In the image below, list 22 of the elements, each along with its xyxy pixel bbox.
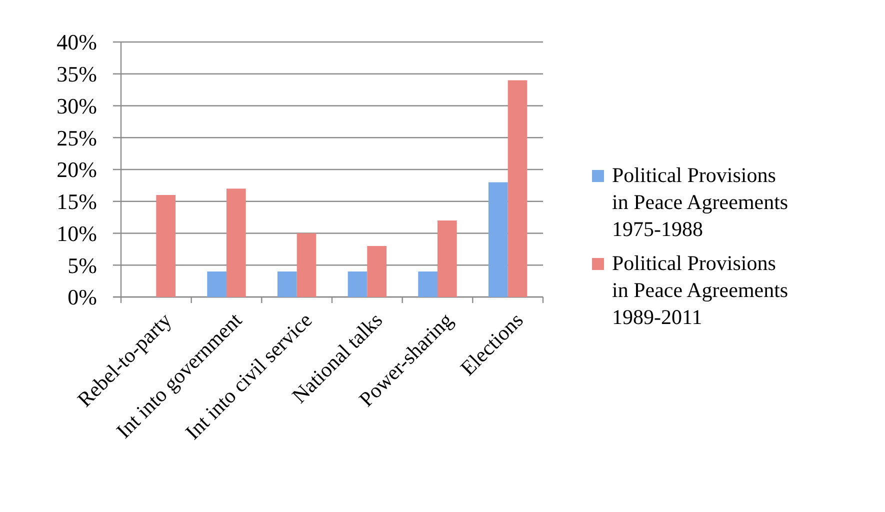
y-tick-label: 10% <box>56 220 97 246</box>
bar <box>296 233 316 297</box>
bar <box>226 188 246 297</box>
y-tick-label: 30% <box>56 93 97 118</box>
bar <box>438 220 457 297</box>
bar <box>367 246 387 297</box>
y-tick-label: 20% <box>56 157 97 182</box>
y-tick-label: 5% <box>68 252 97 278</box>
bar <box>207 272 226 297</box>
bar <box>156 195 176 297</box>
bar <box>348 272 368 297</box>
bar <box>508 80 528 297</box>
y-tick-label: 25% <box>56 125 97 150</box>
y-tick-label: 0% <box>68 284 97 310</box>
y-tick-label: 40% <box>56 30 97 55</box>
legend-label: Political Provisions in Peace Agreements 1975-1988 <box>612 163 788 241</box>
bar <box>277 272 297 297</box>
bar <box>418 272 438 297</box>
y-tick-label: 35% <box>56 62 97 87</box>
legend-label: Political Provisions in Peace Agreements 1989-2011 <box>612 251 788 329</box>
y-tick-label: 15% <box>56 189 97 214</box>
bar <box>488 182 508 297</box>
